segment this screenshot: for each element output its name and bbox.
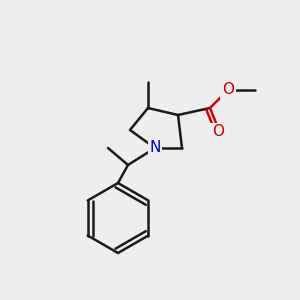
Text: O: O [212, 124, 224, 140]
Text: O: O [222, 82, 234, 98]
Text: N: N [149, 140, 161, 155]
